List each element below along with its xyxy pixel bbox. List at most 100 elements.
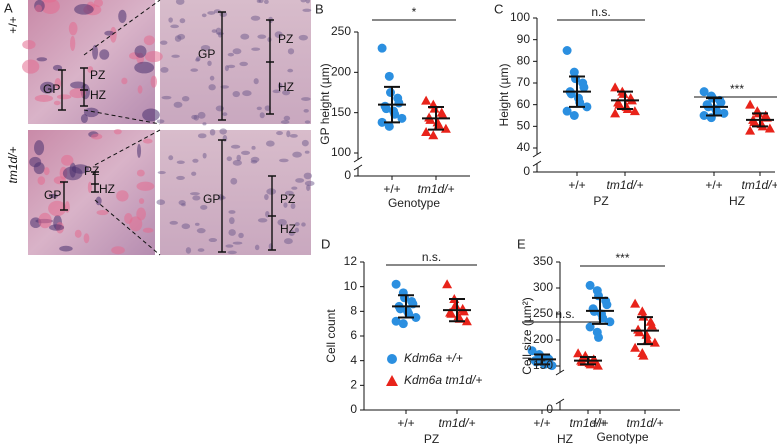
cell xyxy=(230,177,238,185)
cell xyxy=(170,24,179,29)
y-tick-label: 70 xyxy=(517,75,531,89)
cell xyxy=(304,150,310,154)
cell xyxy=(104,30,115,36)
x-tick-label: tm1d/+ xyxy=(438,416,475,430)
cell xyxy=(215,105,225,112)
cell xyxy=(236,154,242,162)
data-point xyxy=(605,317,615,327)
data-point xyxy=(629,106,640,116)
data-point xyxy=(391,316,401,326)
cell xyxy=(294,222,300,227)
cell xyxy=(116,190,129,202)
y-tick-label: 60 xyxy=(517,97,531,111)
cell xyxy=(209,75,215,81)
y-tick-label: 50 xyxy=(517,119,531,133)
data-point xyxy=(699,111,709,120)
data-point xyxy=(425,114,436,124)
group-label: HZ xyxy=(557,432,573,446)
cell xyxy=(263,0,269,4)
cell xyxy=(191,114,198,120)
cell xyxy=(222,135,228,142)
y-tick-label: 2 xyxy=(350,378,357,392)
cell xyxy=(287,48,295,55)
cell xyxy=(34,140,45,156)
cell xyxy=(277,219,287,226)
data-point xyxy=(411,313,421,322)
cell xyxy=(256,106,262,111)
cell xyxy=(304,180,315,187)
cell xyxy=(74,229,82,238)
cell xyxy=(136,169,145,177)
cell xyxy=(228,229,236,236)
x-tick-label: +/+ xyxy=(397,416,414,430)
cell xyxy=(64,201,70,213)
y-tick-label: 8 xyxy=(350,304,357,318)
cell xyxy=(176,175,185,180)
data-point xyxy=(547,361,557,371)
data-point xyxy=(428,130,439,140)
data-point xyxy=(527,346,537,356)
data-point xyxy=(579,82,589,92)
cell xyxy=(49,224,65,231)
cell xyxy=(225,244,234,248)
cell xyxy=(43,167,50,176)
cell xyxy=(197,133,207,139)
data-point xyxy=(637,306,648,316)
axis-break xyxy=(532,151,542,167)
y-tick-label: 150 xyxy=(331,105,351,119)
data-point xyxy=(630,298,641,308)
data-point xyxy=(582,102,592,112)
cell xyxy=(305,0,311,4)
cell xyxy=(250,15,261,21)
zoom-lines xyxy=(83,0,161,256)
x-tick-label: tm1d/+ xyxy=(626,416,663,430)
histology-image xyxy=(28,0,155,124)
cell xyxy=(291,186,298,190)
y-axis-title: GP height (µm) xyxy=(318,63,332,144)
y-tick-label: 350 xyxy=(533,254,553,268)
cell xyxy=(168,17,173,23)
data-point xyxy=(437,110,448,120)
cell xyxy=(70,35,76,51)
panel-label: B xyxy=(315,1,324,16)
cell xyxy=(250,156,260,163)
data-point xyxy=(646,320,657,330)
cell xyxy=(161,95,172,100)
cell xyxy=(173,101,183,108)
y-tick-label: 200 xyxy=(533,332,553,346)
cell xyxy=(196,228,206,234)
data-point xyxy=(377,117,387,127)
cell xyxy=(176,160,185,165)
cell xyxy=(288,229,295,237)
cell xyxy=(241,150,251,155)
cell xyxy=(239,61,248,67)
cell xyxy=(301,222,306,227)
cell xyxy=(292,151,302,158)
data-point xyxy=(716,98,726,107)
cell xyxy=(227,52,234,57)
data-point xyxy=(421,127,432,137)
cell xyxy=(185,247,192,254)
cell xyxy=(36,57,48,62)
data-point xyxy=(634,327,645,337)
error-bar xyxy=(534,353,550,366)
cell xyxy=(61,154,74,166)
group-label: PZ xyxy=(424,432,439,446)
legend-marker xyxy=(386,375,398,386)
data-point xyxy=(397,113,407,123)
cell xyxy=(96,210,109,216)
row-label: tm1d/+ xyxy=(6,146,20,183)
cell xyxy=(74,4,94,15)
cell xyxy=(136,181,155,191)
cell xyxy=(93,0,104,8)
cell xyxy=(37,176,46,185)
cell xyxy=(197,111,206,119)
cell xyxy=(226,156,232,162)
panel-a: A +/+ tm1d/+ GP PZ HZ GP PZ HZ GP PZ HZ … xyxy=(4,0,315,256)
cell xyxy=(303,108,309,113)
y-tick-label: 80 xyxy=(517,54,531,68)
cell xyxy=(52,64,63,71)
y-tick-label: 4 xyxy=(350,353,357,367)
cell xyxy=(159,40,168,45)
